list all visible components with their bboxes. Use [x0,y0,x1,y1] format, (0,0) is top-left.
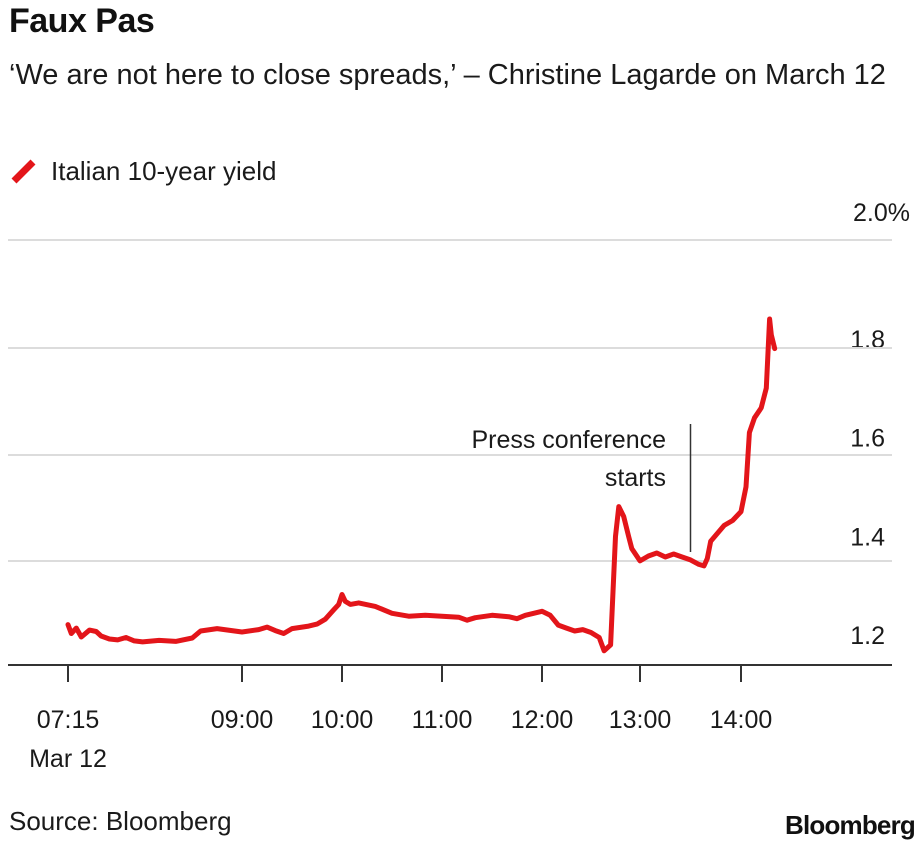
x-tick-label: 13:00 [609,706,672,734]
legend-swatch-italian-yield [11,159,36,184]
bloomberg-logo: Bloomberg [784,810,916,840]
legend: Italian 10-year yield [9,154,276,188]
y-tick-label: 1.2 [850,622,885,650]
x-tick-label: 10:00 [311,706,374,734]
line-chart: 2.0% 1.8 1.6 1.4 1.2 07:15 Mar 12 09:00 10:00 11:… [8,199,910,773]
x-tick-label: 09:00 [211,706,274,734]
x-tick-sublabel: Mar 12 [29,745,107,773]
y-tick-label: 2.0% [853,199,910,227]
x-tick-label: 12:00 [511,706,574,734]
x-tick-label: 14:00 [710,706,773,734]
x-tick-label: 11:00 [412,706,473,734]
chart-title: Faux Pas [9,2,155,40]
y-tick-label: 1.4 [850,523,885,551]
annotation-label: Press conference [471,426,666,454]
annotation-label: starts [605,464,666,492]
legend-label-italian-yield: Italian 10-year yield [51,155,277,186]
x-tick-label: 07:15 [37,706,100,734]
y-tick-label: 1.6 [850,425,885,453]
chart-subtitle: ‘We are not here to close spreads,’ – Ch… [9,59,886,91]
source-note: Source: Bloomberg [9,806,232,836]
y-tick-label: 1.8 [850,326,885,354]
series-line-italian-yield [65,316,778,654]
